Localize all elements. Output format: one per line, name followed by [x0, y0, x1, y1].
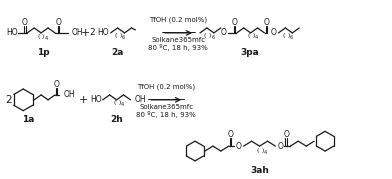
Text: (: (: [282, 33, 285, 38]
Text: 1a: 1a: [22, 115, 34, 124]
Text: 1p: 1p: [37, 48, 49, 57]
Text: (: (: [113, 100, 116, 105]
Text: 4: 4: [121, 102, 124, 107]
Text: O: O: [22, 18, 28, 26]
Text: 4: 4: [264, 149, 267, 154]
Text: OH: OH: [134, 95, 146, 104]
Text: O: O: [270, 28, 276, 37]
Text: ): ): [118, 100, 121, 105]
Text: O: O: [278, 142, 283, 151]
Text: O: O: [54, 80, 60, 89]
Text: O: O: [228, 130, 234, 139]
Text: 3ah: 3ah: [250, 166, 269, 175]
Text: 2: 2: [89, 28, 94, 37]
Text: ): ): [261, 147, 264, 153]
Text: 80 ºC, 18 h, 93%: 80 ºC, 18 h, 93%: [136, 111, 196, 118]
Text: HO: HO: [90, 95, 102, 104]
Text: ): ): [209, 33, 211, 38]
Text: 2h: 2h: [110, 115, 123, 124]
Text: 6: 6: [290, 35, 293, 40]
Text: OH: OH: [64, 90, 76, 99]
Text: TfOH (0.2 mol%): TfOH (0.2 mol%): [137, 84, 195, 90]
Text: 80 ºC, 18 h, 93%: 80 ºC, 18 h, 93%: [148, 44, 208, 51]
Text: (: (: [114, 33, 117, 38]
Text: HO: HO: [98, 28, 109, 37]
Text: O: O: [263, 18, 269, 26]
Text: (: (: [247, 33, 250, 38]
Text: Solkane365mfc: Solkane365mfc: [151, 37, 205, 43]
Text: 6: 6: [211, 35, 214, 40]
Text: +: +: [79, 95, 89, 105]
Text: TfOH (0.2 mol%): TfOH (0.2 mol%): [149, 17, 207, 23]
Text: HO: HO: [6, 28, 18, 37]
Text: Solkane365mfc: Solkane365mfc: [139, 104, 193, 110]
Text: 2a: 2a: [111, 48, 124, 57]
Text: O: O: [232, 18, 238, 26]
Text: (: (: [38, 34, 40, 39]
Text: O: O: [221, 28, 227, 37]
Text: ): ): [252, 33, 255, 38]
Text: 4: 4: [255, 35, 258, 40]
Text: +: +: [81, 28, 91, 38]
Text: 4: 4: [45, 36, 48, 41]
Text: 6: 6: [122, 35, 125, 40]
Text: OH: OH: [72, 28, 83, 37]
Text: ): ): [119, 33, 122, 38]
Text: 3pa: 3pa: [240, 48, 259, 57]
Text: 2: 2: [5, 95, 12, 105]
Text: O: O: [236, 142, 241, 151]
Text: ): ): [287, 33, 290, 38]
Text: (: (: [204, 33, 206, 38]
Text: ): ): [42, 34, 44, 39]
Text: O: O: [56, 18, 62, 26]
Text: (: (: [256, 147, 259, 153]
Text: O: O: [283, 130, 289, 139]
